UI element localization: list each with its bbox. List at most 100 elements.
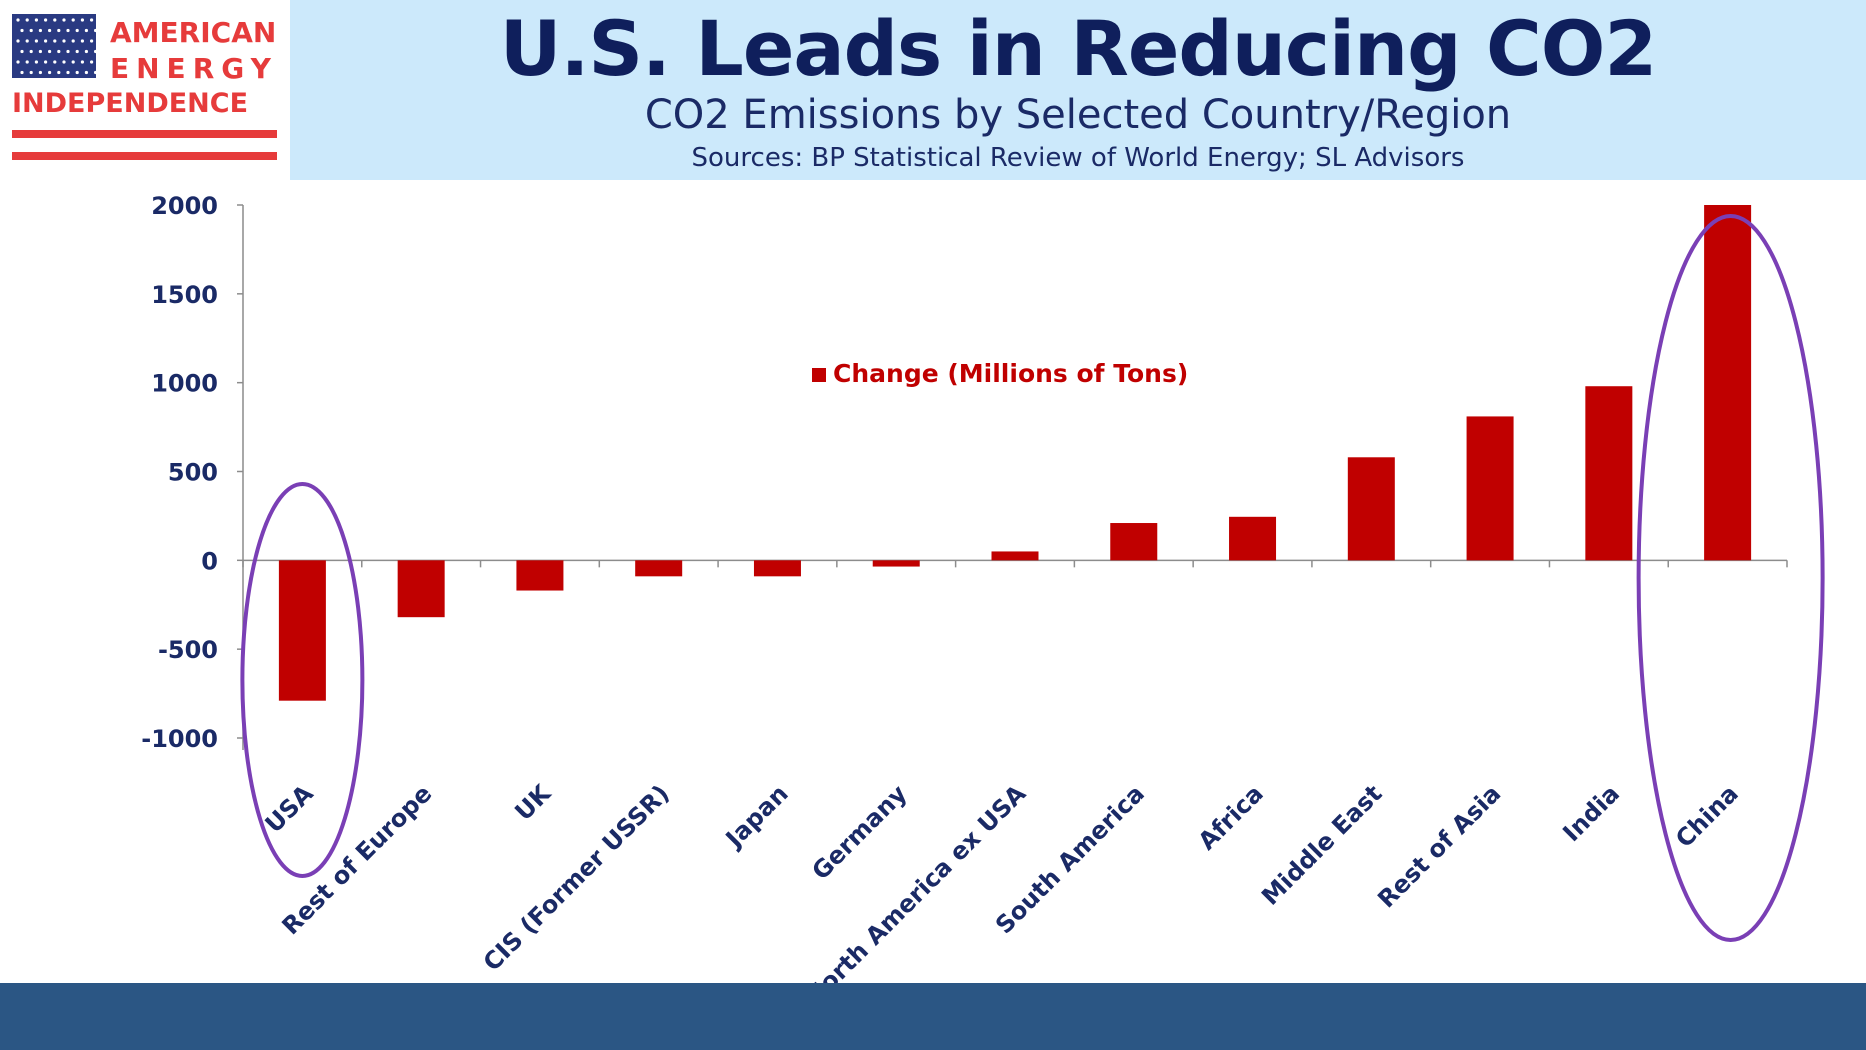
legend-label: Change (Millions of Tons) — [833, 359, 1188, 388]
y-tick-label: 1500 — [151, 281, 218, 309]
logo-line-american: AMERICAN — [110, 16, 276, 49]
legend-swatch — [812, 368, 826, 382]
flag-star — [80, 18, 84, 22]
y-tick-label: 1000 — [151, 370, 218, 398]
flag-star — [62, 18, 66, 22]
flag-star — [90, 60, 94, 64]
chart-annotations — [240, 214, 1825, 942]
logo-graphic: AMERICAN ENERGY INDEPENDENCE — [12, 14, 278, 160]
logo-stripe — [12, 130, 277, 138]
flag-star — [71, 60, 75, 64]
flag-star — [20, 49, 24, 54]
x-tick-label: North America ex USA — [800, 779, 1032, 983]
logo-line-independence: INDEPENDENCE — [12, 88, 248, 119]
x-tick-label: Middle East — [1256, 779, 1387, 910]
flag-star — [53, 39, 57, 43]
bar-middle-east — [1347, 457, 1395, 561]
bar-cis-former-ussr — [635, 560, 683, 577]
y-tick-label: 2000 — [151, 192, 218, 220]
flag-star — [44, 60, 48, 64]
logo: AMERICAN ENERGY INDEPENDENCE — [0, 0, 290, 180]
flag-star — [25, 60, 29, 64]
x-tick-label: Africa — [1193, 779, 1269, 855]
flag-star — [53, 60, 57, 64]
flag-star — [66, 28, 70, 33]
sources-note: Sources: BP Statistical Review of World … — [691, 143, 1465, 173]
bar-rest-of-asia — [1466, 416, 1514, 561]
flag-star — [94, 28, 98, 33]
bar-germany — [872, 560, 920, 567]
flag-star — [71, 39, 75, 43]
flag-star — [80, 60, 84, 64]
flag-star — [38, 49, 43, 54]
flag-star — [44, 39, 48, 43]
flag-star — [90, 39, 94, 43]
header-banner: U.S. Leads in Reducing CO2 CO2 Emissions… — [290, 0, 1866, 180]
bar-north-america-ex-usa — [991, 551, 1039, 561]
footer-band — [0, 983, 1866, 1050]
bar-rest-of-europe — [397, 560, 445, 618]
flag-star — [57, 49, 61, 54]
x-tick-label: China — [1670, 779, 1744, 853]
flag-star — [48, 28, 52, 33]
flag-star — [20, 70, 24, 75]
flag-star — [94, 49, 98, 54]
flag-star — [71, 18, 75, 22]
bar-japan — [753, 560, 801, 577]
flag-star — [66, 70, 70, 75]
bar-africa — [1229, 516, 1277, 561]
logo-stripe — [12, 152, 277, 160]
flag-star — [34, 18, 39, 22]
flag-star — [16, 60, 20, 64]
bar-india — [1585, 386, 1633, 561]
flag-star — [48, 49, 52, 54]
highlight-ellipse-china — [1636, 214, 1825, 942]
y-tick-label: 0 — [201, 547, 218, 575]
x-tick-label: CIS (Former USSR) — [478, 779, 675, 976]
flag-star — [38, 70, 43, 75]
y-tick-label: -1000 — [141, 725, 218, 753]
flag-star — [38, 28, 43, 33]
y-tick-label: -500 — [158, 636, 218, 664]
chart-bars — [278, 205, 1752, 701]
chart-subtitle: CO2 Emissions by Selected Country/Region — [644, 92, 1512, 138]
flag-star — [75, 70, 79, 75]
flag-star — [62, 60, 66, 64]
flag-star — [16, 18, 20, 22]
flag-star — [53, 18, 57, 22]
y-tick-label: 500 — [168, 459, 218, 487]
chart-axes — [237, 204, 1788, 750]
flag-star — [84, 28, 88, 33]
flag-star — [48, 70, 52, 75]
flag-star — [90, 18, 94, 22]
x-tick-label: Japan — [719, 779, 794, 854]
x-tick-label: UK — [509, 778, 557, 826]
flag-star — [29, 28, 33, 33]
flag-star — [29, 70, 33, 75]
x-tick-label: India — [1557, 779, 1625, 847]
flag-star — [75, 49, 79, 54]
flag-star — [20, 28, 24, 33]
flag-star — [44, 18, 48, 22]
flag-icon — [12, 14, 98, 78]
bar-uk — [516, 560, 564, 591]
x-tick-label: Germany — [807, 779, 913, 885]
flag-star — [16, 39, 20, 43]
y-axis-tick-labels: 2000 1500 1000 500 0 -500 -1000 — [141, 192, 218, 753]
flag-star — [84, 49, 88, 54]
flag-star — [75, 28, 79, 33]
chart-legend: Change (Millions of Tons) — [812, 359, 1188, 388]
page-title: U.S. Leads in Reducing CO2 — [499, 4, 1658, 93]
flag-star — [34, 39, 39, 43]
logo-line-energy: ENERGY — [110, 52, 278, 85]
flag-star — [84, 70, 88, 75]
flag-star — [80, 39, 84, 43]
bar-china — [1704, 205, 1752, 561]
flag-star — [25, 18, 29, 22]
highlight-ellipse-usa — [240, 482, 365, 878]
x-tick-label: USA — [260, 779, 319, 838]
bar-south-america — [1110, 523, 1158, 561]
flag-star — [66, 49, 70, 54]
